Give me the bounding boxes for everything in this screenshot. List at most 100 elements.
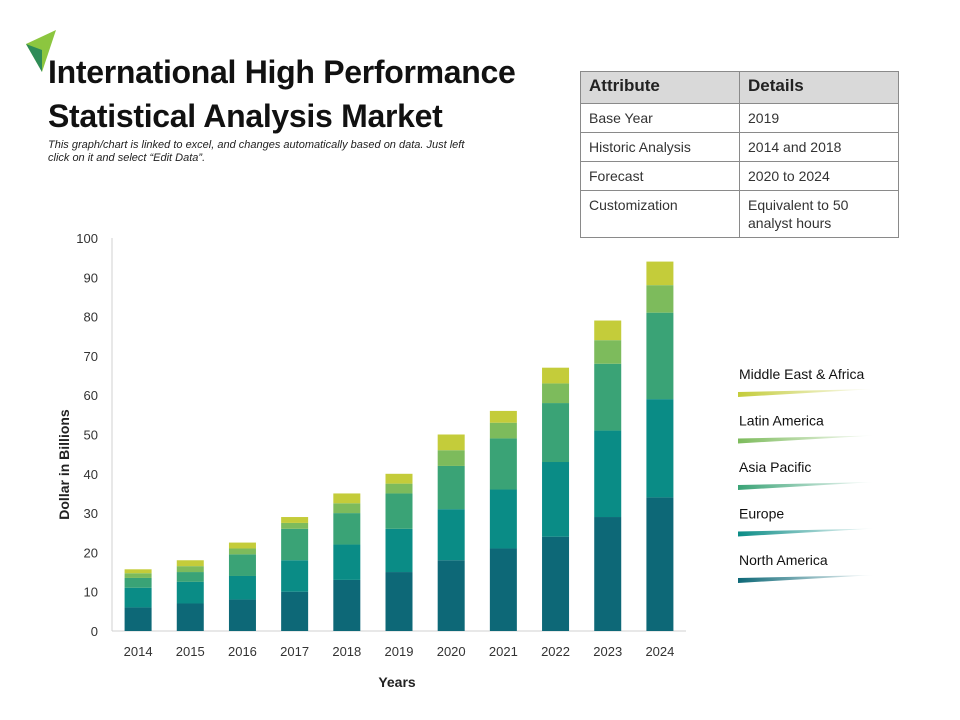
bar-segment xyxy=(489,438,517,490)
legend-label: North America xyxy=(739,552,828,568)
legend-label: Europe xyxy=(739,506,784,522)
x-tick-label: 2019 xyxy=(385,644,414,659)
bar-segment xyxy=(333,513,361,545)
x-tick-label: 2021 xyxy=(489,644,518,659)
bar-segment xyxy=(646,399,674,498)
x-axis-title: Years xyxy=(378,674,416,690)
bar-segment xyxy=(333,544,361,580)
bar-segment xyxy=(489,489,517,549)
page-title: International High Performance Statistic… xyxy=(48,54,516,134)
table-row: Forecast 2020 to 2024 xyxy=(580,161,899,191)
bar-segment xyxy=(228,575,256,600)
bar-segment xyxy=(542,462,570,537)
bar-segment xyxy=(176,566,204,573)
legend-swatch xyxy=(738,435,875,444)
legend-label: Asia Pacific xyxy=(739,459,811,475)
bar-segment xyxy=(385,483,413,494)
x-tick-label: 2023 xyxy=(593,644,622,659)
y-tick-label: 70 xyxy=(84,349,98,364)
x-tick-label: 2022 xyxy=(541,644,570,659)
legend-swatch xyxy=(738,482,875,490)
bar-segment xyxy=(124,573,152,578)
bar-segment xyxy=(437,450,465,466)
bar-segment xyxy=(594,340,622,364)
bar-segment xyxy=(542,367,570,384)
table-cell: Equivalent to 50 analyst hours xyxy=(739,190,899,238)
bar-segment xyxy=(228,554,256,576)
bar-segment xyxy=(594,320,622,341)
bar-segment xyxy=(333,493,361,504)
bar-segment xyxy=(489,422,517,439)
bar-segment xyxy=(176,581,204,604)
bar-segment xyxy=(437,465,465,510)
y-tick-label: 20 xyxy=(84,545,98,560)
table-cell: Customization xyxy=(580,190,740,238)
bar-segment xyxy=(124,577,152,588)
attribute-table: Attribute Details Base Year 2019 Histori… xyxy=(580,71,899,238)
x-tick-label: 2016 xyxy=(228,644,257,659)
bar-segment xyxy=(385,572,413,631)
table-row: Historic Analysis 2014 and 2018 xyxy=(580,132,899,162)
y-tick-label: 0 xyxy=(91,624,98,639)
y-tick-label: 90 xyxy=(84,270,98,285)
bar-segment xyxy=(176,572,204,582)
bar-segment xyxy=(176,560,204,567)
bar-segment xyxy=(385,493,413,529)
bar-segment xyxy=(489,410,517,423)
legend-swatch xyxy=(738,575,875,583)
bar-segment xyxy=(646,497,674,631)
bar-segment xyxy=(542,403,570,463)
bar-segment xyxy=(542,536,570,631)
table-cell: Forecast xyxy=(580,161,740,191)
table-cell: Historic Analysis xyxy=(580,132,740,162)
y-tick-label: 30 xyxy=(84,506,98,521)
bar-segment xyxy=(124,569,152,574)
table-cell: 2019 xyxy=(739,103,899,133)
subtitle: This graph/chart is linked to excel, and… xyxy=(48,139,465,164)
x-tick-label: 2014 xyxy=(124,644,153,659)
x-tick-label: 2017 xyxy=(280,644,309,659)
bar-segment xyxy=(437,434,465,451)
bar-segment xyxy=(333,579,361,631)
bar-segment xyxy=(228,599,256,631)
bar-segment xyxy=(176,603,204,631)
bar-segment xyxy=(594,517,622,631)
y-tick-label: 10 xyxy=(84,585,98,600)
bar-segment xyxy=(333,503,361,514)
bar-segment xyxy=(281,591,309,631)
x-tick-label: 2024 xyxy=(645,644,674,659)
table-row: Customization Equivalent to 50 analyst h… xyxy=(580,190,899,238)
bar-segment xyxy=(489,548,517,631)
bar-segment xyxy=(542,383,570,404)
table-cell: 2014 and 2018 xyxy=(739,132,899,162)
green-triangle-logo-icon xyxy=(26,30,56,72)
bar-segment xyxy=(281,528,309,561)
bar-segment xyxy=(646,312,674,400)
bar-segment xyxy=(228,548,256,555)
bar-segment xyxy=(594,430,622,518)
y-tick-label: 60 xyxy=(84,388,98,403)
legend-label: Middle East & Africa xyxy=(739,366,864,382)
x-tick-label: 2018 xyxy=(332,644,361,659)
y-tick-label: 80 xyxy=(84,310,98,325)
bar-segment xyxy=(281,522,309,529)
bar-segment xyxy=(124,607,152,631)
legend-swatch xyxy=(738,528,875,537)
bar-segment xyxy=(281,560,309,592)
bar-segment xyxy=(437,560,465,631)
bar-segment xyxy=(594,363,622,431)
bar-segment xyxy=(437,509,465,561)
bar-segment xyxy=(228,542,256,549)
legend-swatch xyxy=(738,389,875,397)
bar-segment xyxy=(646,261,674,286)
y-tick-label: 50 xyxy=(84,428,98,443)
x-tick-label: 2015 xyxy=(176,644,205,659)
table-header-attribute: Attribute xyxy=(580,71,740,104)
y-axis-title: Dollar in Billions xyxy=(56,409,72,520)
bar-segment xyxy=(281,517,309,523)
legend-label: Latin America xyxy=(739,413,824,429)
bar-segment xyxy=(385,473,413,484)
x-tick-label: 2020 xyxy=(437,644,466,659)
bar-segment xyxy=(124,587,152,608)
